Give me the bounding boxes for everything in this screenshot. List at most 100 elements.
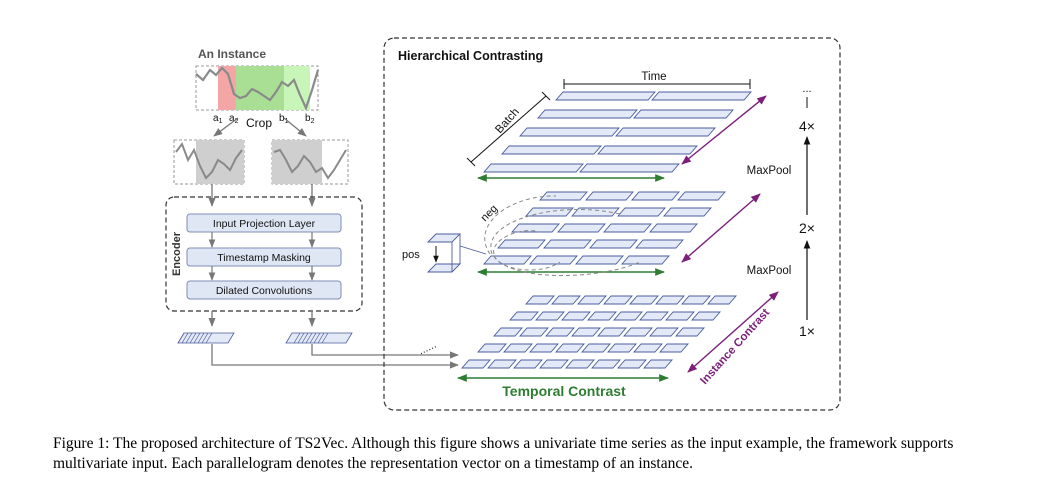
timestamp-cell	[575, 255, 624, 265]
timestamp-cell	[571, 327, 601, 337]
timestamp-cell	[613, 311, 643, 321]
timestamp-cell	[579, 163, 680, 173]
timestamp-cell	[659, 343, 689, 353]
timestamp-cell	[677, 191, 726, 201]
layer-1x	[461, 295, 737, 369]
timestamp-cell	[623, 327, 653, 337]
scale-4x: 4×	[799, 118, 815, 134]
figure-caption: Figure 1: The proposed architecture of T…	[53, 435, 954, 472]
timestamp-cell	[483, 255, 532, 265]
dilated-convolutions-label: Dilated Convolutions	[216, 285, 312, 297]
time-label: Time	[641, 71, 666, 83]
maxpool-label-upper: MaxPool	[747, 165, 792, 177]
timestamp-cell	[501, 145, 602, 155]
timestamp-cell	[655, 295, 685, 305]
more-scales-dots: ...	[802, 83, 811, 95]
timestamp-cell	[633, 109, 734, 119]
timestamp-cell	[663, 207, 712, 217]
scale-2x: 2×	[799, 220, 815, 236]
timestamp-cell	[603, 295, 633, 305]
timestamp-cell	[617, 207, 666, 217]
timestamp-cell	[621, 255, 670, 265]
instance-title: An Instance	[198, 47, 266, 61]
timestamp-cell	[617, 359, 647, 369]
timestamp-cell	[461, 359, 491, 369]
timestamp-cell	[557, 223, 606, 233]
timestamp-cell	[487, 359, 517, 369]
overlap-region	[236, 66, 284, 110]
timestamp-cell	[497, 239, 546, 249]
timestamp-cell	[545, 327, 575, 337]
timestamp-cell	[509, 311, 539, 321]
timestamp-cell	[581, 343, 611, 353]
instance-arrow-middle	[681, 193, 761, 263]
timestamp-cell	[555, 343, 585, 353]
anchor-region-a	[218, 66, 236, 110]
instance-series-panel	[195, 65, 320, 111]
timestamp-cell	[577, 295, 607, 305]
timestamp-cell	[607, 343, 637, 353]
layer-4x	[483, 91, 752, 173]
timestamp-cell	[665, 311, 695, 321]
timestamp-cell	[529, 343, 559, 353]
timestamp-cell	[633, 343, 663, 353]
architecture-figure: An Instance a1 a2 b1 b2 Crop Encoder Inp…	[165, 37, 841, 411]
timestamp-cell	[691, 311, 721, 321]
negative-pairs-arcs	[484, 195, 641, 277]
timestamp-cell	[591, 359, 621, 369]
instance-arrow-bottom	[687, 291, 779, 373]
timestamp-masking-label: Timestamp Masking	[217, 252, 311, 264]
marker-b1: b1	[279, 113, 289, 125]
timestamp-cell	[585, 191, 634, 201]
timestamp-cell	[587, 311, 617, 321]
timestamp-cell	[543, 239, 592, 249]
timestamp-cell	[639, 311, 669, 321]
timestamp-cell	[649, 223, 698, 233]
pos-label: pos	[402, 249, 420, 261]
timestamp-cell	[561, 311, 591, 321]
input-projection-layer-label: Input Projection Layer	[213, 218, 316, 230]
layer-2x	[483, 191, 726, 265]
timestamp-cell	[615, 127, 716, 137]
timestamp-cell	[503, 343, 533, 353]
timestamp-cell	[519, 327, 549, 337]
timestamp-cell	[537, 109, 638, 119]
representation-right	[285, 332, 353, 344]
timestamp-cell	[589, 239, 638, 249]
timestamp-cell	[529, 255, 578, 265]
timestamp-cell	[551, 295, 581, 305]
hierarchical-contrasting-title: Hierarchical Contrasting	[398, 49, 543, 63]
dilated-convolutions-box	[186, 280, 342, 300]
timestamp-cell	[707, 295, 737, 305]
temporal-contrast-label: Temporal Contrast	[502, 383, 626, 399]
marker-b2: b2	[305, 113, 315, 125]
encoder-title: Encoder	[171, 231, 183, 276]
marker-a1: a1	[213, 113, 223, 125]
neg-label: neg	[479, 203, 500, 224]
timestamp-cell	[477, 343, 507, 353]
timestamp-cell	[483, 163, 584, 173]
timestamp-cell	[597, 145, 698, 155]
time-series-line	[195, 66, 320, 111]
marker-a2: a2	[229, 113, 239, 125]
timestamp-cell	[649, 327, 679, 337]
timestamp-cell	[643, 359, 673, 369]
timestamp-cell	[629, 295, 659, 305]
timestamp-cell	[635, 239, 684, 249]
timestamp-cell	[511, 223, 560, 233]
input-projection-layer-box	[186, 213, 342, 233]
scale-1x: 1×	[799, 323, 815, 339]
timestamp-cell	[681, 295, 711, 305]
representation-layers	[461, 91, 752, 369]
timestamp-cell	[603, 223, 652, 233]
timestamp-cell	[651, 91, 752, 101]
representation-left	[177, 332, 235, 344]
hierarchical-contrasting-panel	[383, 37, 841, 411]
encoder-block: Encoder Input Projection Layer Timestamp…	[165, 196, 363, 312]
timestamp-cell	[525, 295, 555, 305]
positive-pair-box	[426, 233, 487, 273]
timestamp-cell	[597, 327, 627, 337]
instance-arrow-top	[681, 95, 767, 165]
timestamp-cell	[675, 327, 705, 337]
timestamp-cell	[493, 327, 523, 337]
